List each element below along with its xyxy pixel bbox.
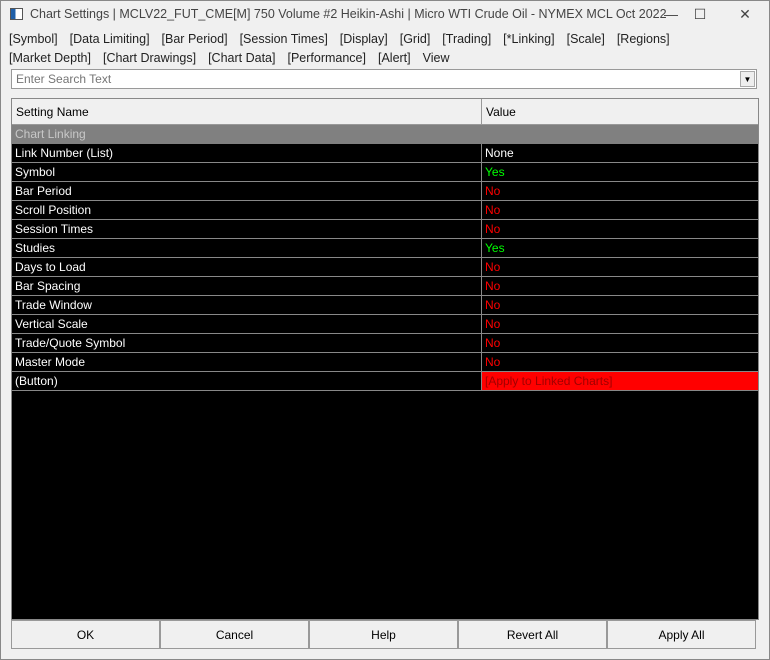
setting-name: Bar Spacing: [12, 277, 482, 295]
menu-tab[interactable]: [Trading]: [442, 32, 492, 46]
menu-tab[interactable]: [Data Limiting]: [69, 32, 150, 46]
menu-tab[interactable]: [Alert]: [377, 51, 411, 65]
table-row[interactable]: Days to Load No: [12, 258, 758, 277]
revert-all-button[interactable]: Revert All: [458, 620, 607, 649]
setting-value[interactable]: [Apply to Linked Charts]: [482, 372, 758, 390]
setting-value[interactable]: No: [485, 298, 501, 312]
ok-button[interactable]: OK: [11, 620, 160, 649]
table-row[interactable]: Vertical Scale No: [12, 315, 758, 334]
grid-header: Setting Name Value: [12, 99, 758, 125]
setting-value[interactable]: No: [485, 317, 501, 331]
menu-row-2: [Market Depth] [Chart Drawings] [Chart Dat…: [9, 51, 462, 65]
maximize-button[interactable]: ☐: [693, 6, 707, 22]
setting-name: Trade/Quote Symbol: [12, 334, 482, 352]
menu-tab[interactable]: [Market Depth]: [9, 51, 91, 65]
window-title: Chart Settings | MCLV22_FUT_CME[M] 750 V…: [30, 7, 667, 21]
group-chart-linking[interactable]: Chart Linking: [12, 125, 758, 144]
setting-value[interactable]: Yes: [485, 165, 505, 179]
setting-value[interactable]: Yes: [485, 241, 505, 255]
table-row[interactable]: Bar Spacing No: [12, 277, 758, 296]
table-row[interactable]: (Button) [Apply to Linked Charts]: [12, 372, 758, 391]
setting-name: Link Number (List): [12, 144, 482, 162]
setting-value[interactable]: No: [485, 260, 501, 274]
setting-name: Session Times: [12, 220, 482, 238]
setting-name: (Button): [12, 372, 482, 390]
menu-tab[interactable]: [Bar Period]: [161, 32, 228, 46]
menu-tab[interactable]: [Chart Drawings]: [102, 51, 197, 65]
minimize-button[interactable]: —: [664, 6, 678, 22]
setting-name: Trade Window: [12, 296, 482, 314]
setting-name: Scroll Position: [12, 201, 482, 219]
table-row[interactable]: Link Number (List) None: [12, 144, 758, 163]
setting-name: Bar Period: [12, 182, 482, 200]
close-button[interactable]: ✕: [739, 6, 751, 22]
search-input[interactable]: [12, 70, 732, 88]
app-icon: [10, 8, 23, 20]
button-bar: OK Cancel Help Revert All Apply All: [11, 620, 756, 649]
cancel-button[interactable]: Cancel: [160, 620, 309, 649]
setting-name: Studies: [12, 239, 482, 257]
setting-value[interactable]: No: [485, 279, 501, 293]
table-row[interactable]: Bar Period No: [12, 182, 758, 201]
setting-value[interactable]: No: [485, 222, 501, 236]
setting-value[interactable]: No: [485, 336, 501, 350]
table-row[interactable]: Master Mode No: [12, 353, 758, 372]
table-row[interactable]: Session Times No: [12, 220, 758, 239]
menu-tab[interactable]: View: [422, 51, 450, 65]
setting-value[interactable]: None: [485, 146, 514, 160]
menu-tab[interactable]: [Grid]: [399, 32, 431, 46]
menu-tab[interactable]: [Display]: [339, 32, 388, 46]
header-setting-name[interactable]: Setting Name: [12, 99, 482, 124]
menu-tab[interactable]: [Performance]: [287, 51, 366, 65]
help-button[interactable]: Help: [309, 620, 458, 649]
menu-tab[interactable]: [Chart Data]: [208, 51, 276, 65]
menu-tab[interactable]: [Symbol]: [9, 32, 58, 46]
header-value[interactable]: Value: [486, 105, 516, 119]
setting-value[interactable]: No: [485, 355, 501, 369]
menu-tab[interactable]: [*Linking]: [503, 32, 555, 46]
menu-row-1: [Symbol] [Data Limiting] [Bar Period] [Sess…: [9, 32, 682, 46]
search-box[interactable]: ▼: [11, 69, 757, 89]
menu-tab[interactable]: [Scale]: [566, 32, 605, 46]
table-row[interactable]: Scroll Position No: [12, 201, 758, 220]
setting-name: Vertical Scale: [12, 315, 482, 333]
setting-value[interactable]: No: [485, 203, 501, 217]
table-row[interactable]: Symbol Yes: [12, 163, 758, 182]
setting-name: Master Mode: [12, 353, 482, 371]
menu-tab[interactable]: [Session Times]: [239, 32, 328, 46]
table-row[interactable]: Studies Yes: [12, 239, 758, 258]
table-row[interactable]: Trade Window No: [12, 296, 758, 315]
setting-value[interactable]: No: [485, 184, 501, 198]
setting-name: Days to Load: [12, 258, 482, 276]
dropdown-arrow-icon[interactable]: ▼: [740, 71, 755, 87]
menu-tab[interactable]: [Regions]: [616, 32, 670, 46]
title-bar: Chart Settings | MCLV22_FUT_CME[M] 750 V…: [1, 1, 770, 27]
apply-all-button[interactable]: Apply All: [607, 620, 756, 649]
settings-grid: Setting Name Value Chart Linking Link Nu…: [11, 98, 759, 620]
setting-name: Symbol: [12, 163, 482, 181]
table-row[interactable]: Trade/Quote Symbol No: [12, 334, 758, 353]
